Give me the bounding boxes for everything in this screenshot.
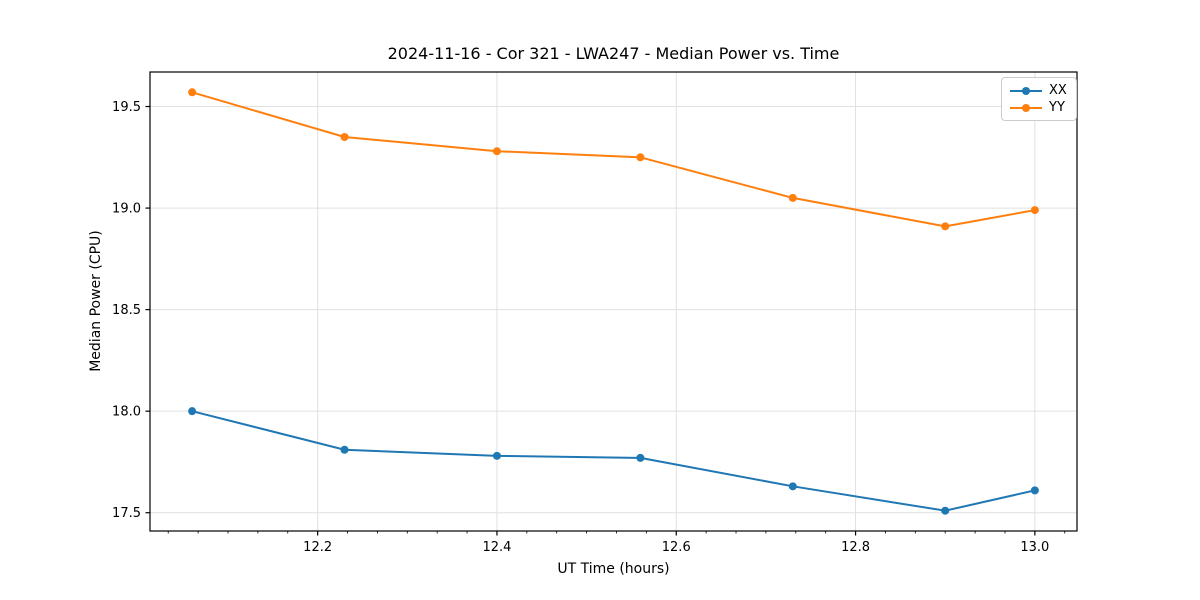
y-tick-label: 19.5: [112, 100, 141, 115]
series-YY: [188, 88, 1039, 231]
axis-ticks: [145, 105, 1036, 536]
data-point-YY: [941, 222, 950, 231]
gridlines: [150, 72, 1077, 531]
data-point-YY: [492, 147, 501, 156]
x-minor-ticks: [167, 531, 1066, 534]
plot-border: [149, 71, 1078, 532]
data-point-XX: [1030, 486, 1039, 495]
legend: XX YY: [1001, 77, 1077, 121]
x-tick-label: 12.2: [303, 540, 332, 555]
data-point-YY: [636, 153, 645, 162]
legend-label: XX: [1049, 83, 1067, 98]
data-point-XX: [340, 445, 349, 454]
legend-label: YY: [1049, 100, 1065, 115]
y-tick-label: 18.0: [112, 405, 141, 420]
legend-entry-XX: XX: [1010, 84, 1067, 97]
chart-title: 2024-11-16 - Cor 321 - LWA247 - Median P…: [387, 44, 840, 63]
y-tick-label: 18.5: [112, 303, 141, 318]
data-point-XX: [636, 453, 645, 462]
legend-entry-YY: YY: [1010, 101, 1067, 114]
data-point-XX: [492, 451, 501, 460]
data-point-XX: [188, 407, 197, 416]
y-axis-label: Median Power (CPU): [88, 230, 104, 372]
legend-line-marker-icon: [1010, 103, 1042, 112]
data-point-YY: [188, 88, 197, 97]
tick-labels: 12.2 12.4 12.6 12.8 13.0 17.5 18.0 18.5 19.0 19.5: [112, 100, 1049, 555]
data-point-XX: [788, 482, 797, 491]
data-point-YY: [788, 193, 797, 202]
y-tick-label: 17.5: [112, 506, 141, 521]
x-tick-label: 13.0: [1020, 540, 1049, 555]
x-tick-label: 12.8: [841, 540, 870, 555]
data-point-XX: [941, 506, 950, 515]
legend-line-marker-icon: [1010, 86, 1042, 95]
series-XX: [188, 407, 1039, 515]
y-tick-label: 19.0: [112, 202, 141, 217]
data-point-YY: [1030, 206, 1039, 215]
x-tick-label: 12.4: [482, 540, 511, 555]
data-point-YY: [340, 132, 349, 141]
x-axis-label: UT Time (hours): [557, 561, 670, 577]
x-tick-label: 12.6: [662, 540, 691, 555]
